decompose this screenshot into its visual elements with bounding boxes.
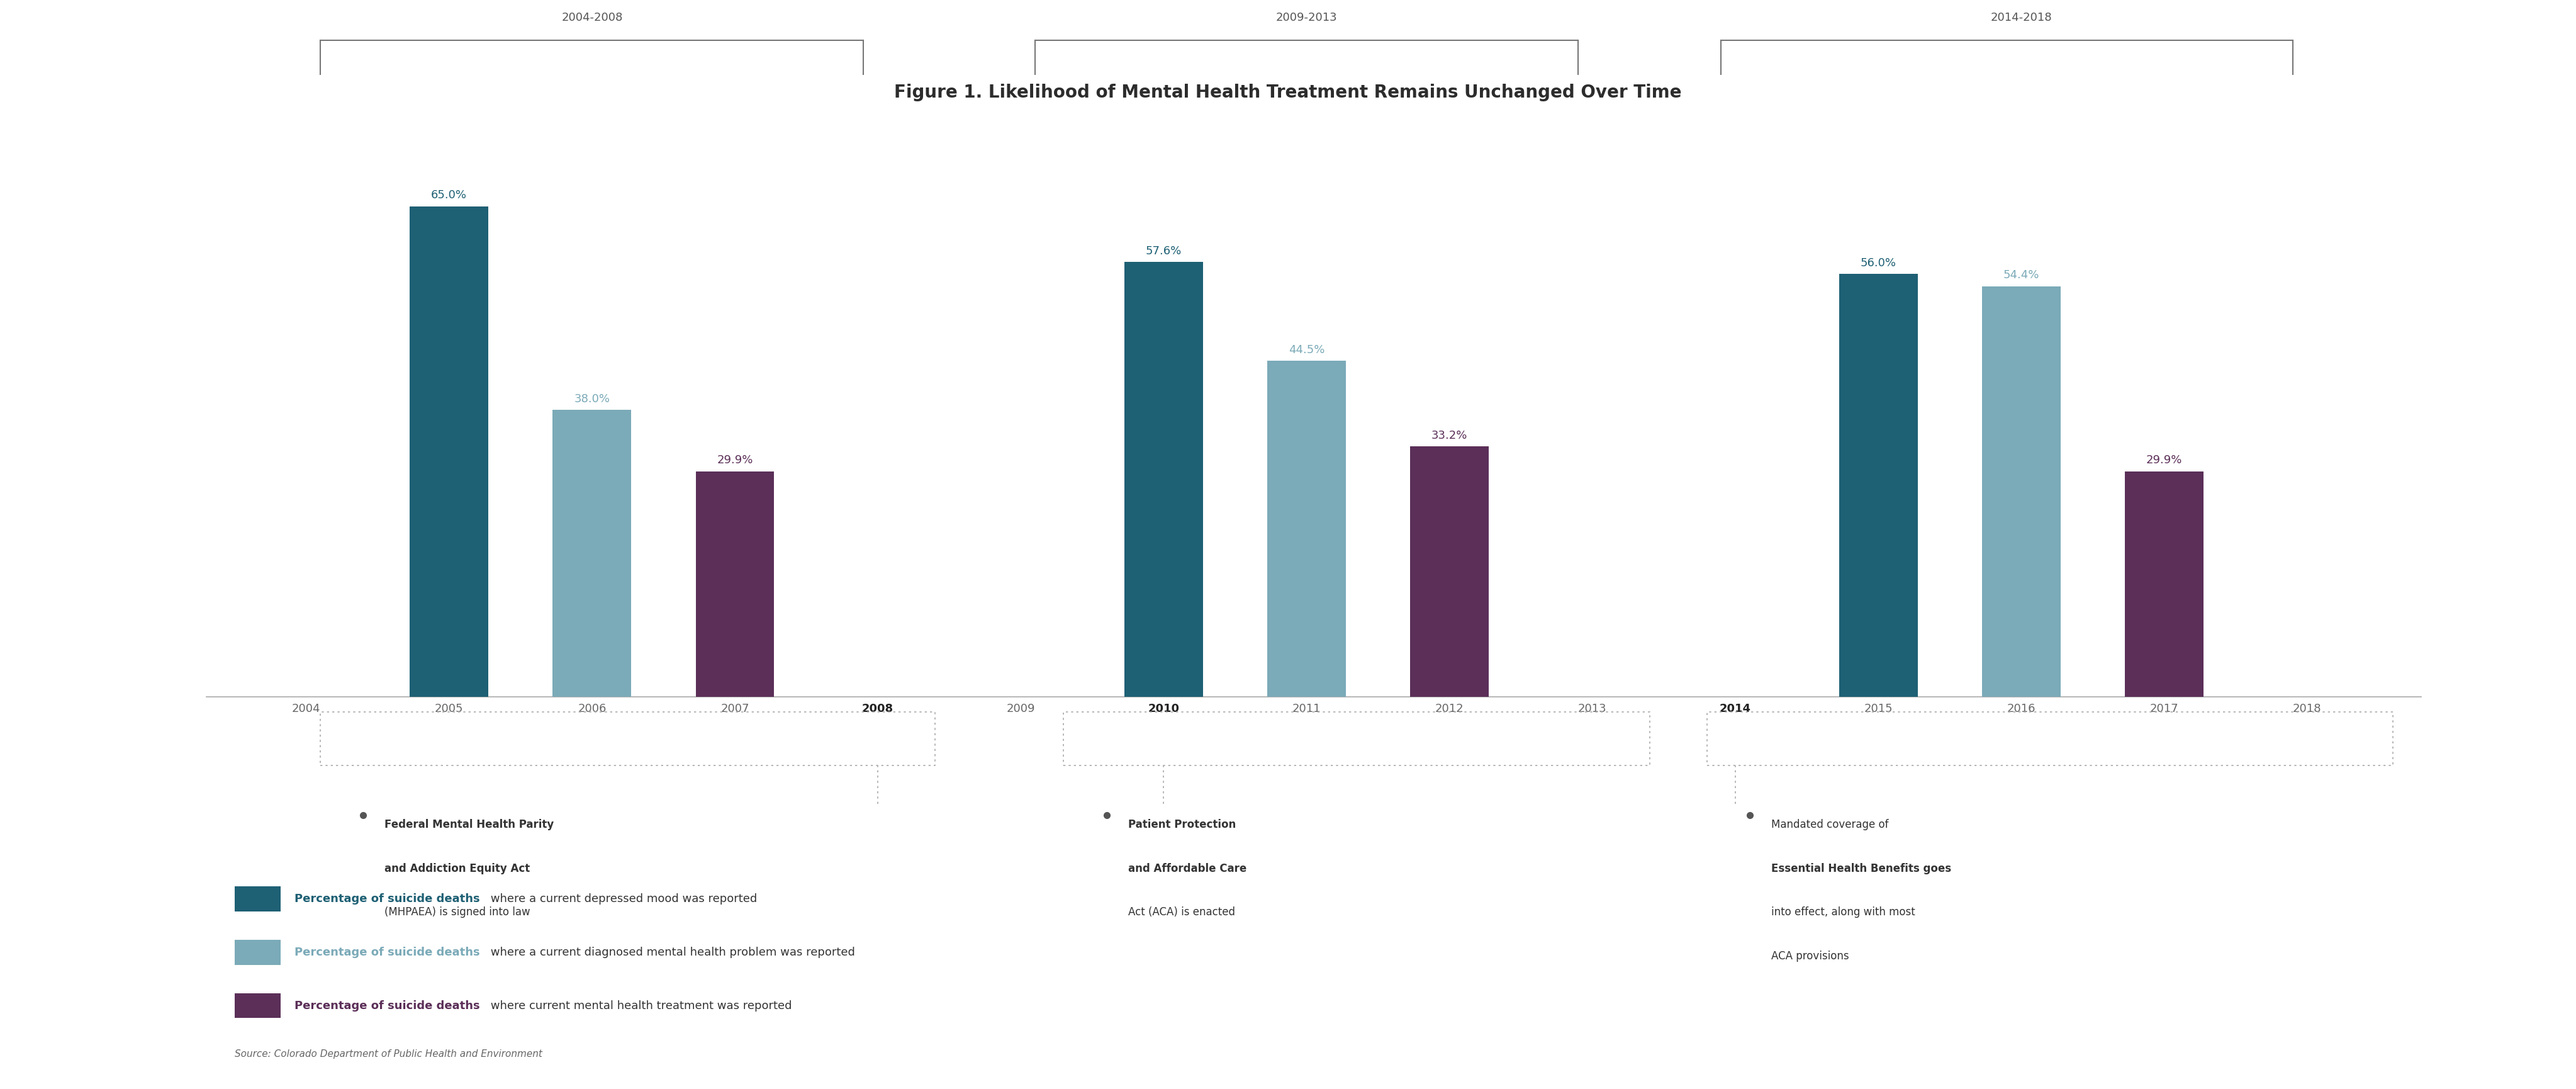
Text: 65.0%: 65.0% (430, 189, 466, 200)
Text: where current mental health treatment was reported: where current mental health treatment wa… (487, 1000, 791, 1012)
Text: Percentage of suicide deaths: Percentage of suicide deaths (294, 893, 479, 905)
Text: 33.2%: 33.2% (1432, 430, 1468, 441)
Text: 44.5%: 44.5% (1288, 344, 1324, 356)
Text: 29.9%: 29.9% (716, 454, 752, 466)
Text: Patient Protection: Patient Protection (1128, 819, 1236, 830)
Bar (234, 886, 281, 911)
Text: and Affordable Care: and Affordable Care (1128, 862, 1247, 874)
Bar (1064, 712, 1649, 766)
Bar (1267, 360, 1345, 697)
Bar (1708, 712, 2393, 766)
Bar (234, 940, 281, 965)
Text: Percentage of suicide deaths: Percentage of suicide deaths (294, 1000, 479, 1012)
Bar (319, 712, 935, 766)
Bar (1409, 446, 1489, 697)
Text: (MHPAEA) is signed into law: (MHPAEA) is signed into law (384, 906, 531, 918)
Text: Essential Health Benefits goes: Essential Health Benefits goes (1772, 862, 1950, 874)
Text: 29.9%: 29.9% (2146, 454, 2182, 466)
Bar (1123, 262, 1203, 697)
Text: 57.6%: 57.6% (1146, 245, 1182, 257)
Text: 2004-2008: 2004-2008 (562, 12, 623, 23)
Bar (696, 472, 775, 697)
Text: Percentage of suicide deaths: Percentage of suicide deaths (294, 946, 479, 958)
Text: ACA provisions: ACA provisions (1772, 951, 1850, 962)
Bar (410, 206, 489, 697)
Text: 38.0%: 38.0% (574, 393, 611, 405)
Text: 54.4%: 54.4% (2004, 270, 2040, 281)
Text: Source: Colorado Department of Public Health and Environment: Source: Colorado Department of Public He… (234, 1050, 544, 1059)
Text: where a current diagnosed mental health problem was reported: where a current diagnosed mental health … (487, 946, 855, 958)
Text: into effect, along with most: into effect, along with most (1772, 906, 1914, 918)
Bar (1981, 286, 2061, 697)
Bar (234, 993, 281, 1018)
Bar (2125, 472, 2202, 697)
Text: 2009-2013: 2009-2013 (1275, 12, 1337, 23)
Bar (1839, 274, 1917, 697)
Text: Figure 1. Likelihood of Mental Health Treatment Remains Unchanged Over Time: Figure 1. Likelihood of Mental Health Tr… (894, 84, 1682, 101)
Text: Federal Mental Health Parity: Federal Mental Health Parity (384, 819, 554, 830)
Text: Act (ACA) is enacted: Act (ACA) is enacted (1128, 906, 1234, 918)
Text: and Addiction Equity Act: and Addiction Equity Act (384, 862, 531, 874)
Text: where a current depressed mood was reported: where a current depressed mood was repor… (487, 893, 757, 905)
Bar (554, 411, 631, 697)
Text: 2014-2018: 2014-2018 (1991, 12, 2053, 23)
Text: Mandated coverage of: Mandated coverage of (1772, 819, 1888, 830)
Text: 56.0%: 56.0% (1860, 257, 1896, 269)
